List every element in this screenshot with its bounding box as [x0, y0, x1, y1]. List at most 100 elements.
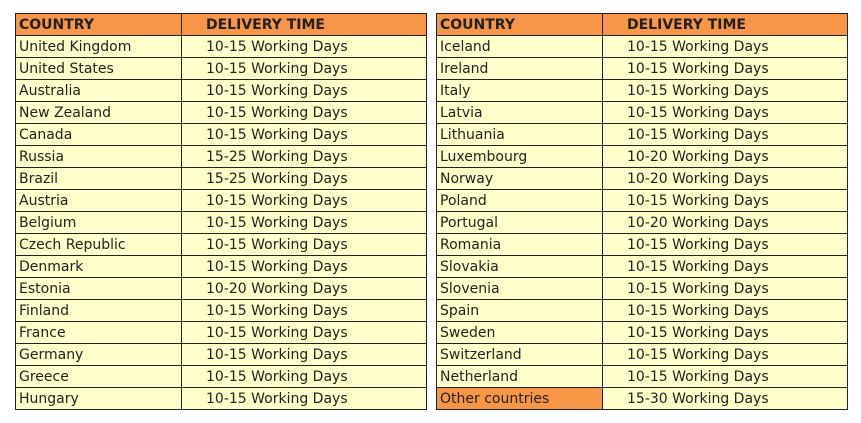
- country: Romania: [436, 233, 603, 256]
- row: Portugal 10-20 Working Days: [436, 211, 848, 234]
- country: Greece: [15, 365, 182, 388]
- row: Russia 15-25 Working Days: [15, 145, 427, 168]
- row: Czech Republic 10-15 Working Days: [15, 233, 427, 256]
- country: France: [15, 321, 182, 344]
- header-row: COUNTRY DELIVERY TIME: [436, 13, 848, 36]
- header-cell: COUNTRY: [436, 13, 603, 36]
- delivery-table: COUNTRY DELIVERY TIME Iceland 10-15 Working…: [436, 13, 848, 410]
- country: Lithuania: [436, 123, 603, 146]
- country: Finland: [15, 299, 182, 322]
- row: Other countries 15-30 Working Days: [436, 387, 848, 410]
- row: Luxembourg 10-20 Working Days: [436, 145, 848, 168]
- delivery-time: 10-15 Working Days: [602, 101, 848, 124]
- row: Greece 10-15 Working Days: [15, 365, 427, 388]
- country: New Zealand: [15, 101, 182, 124]
- country: Slovakia: [436, 255, 603, 278]
- delivery-time: 10-15 Working Days: [181, 365, 427, 388]
- row: Sweden 10-15 Working Days: [436, 321, 848, 344]
- row: Hungary 10-15 Working Days: [15, 387, 427, 410]
- row: Slovenia 10-15 Working Days: [436, 277, 848, 300]
- row: Iceland 10-15 Working Days: [436, 35, 848, 58]
- row: New Zealand 10-15 Working Days: [15, 101, 427, 124]
- country: Sweden: [436, 321, 603, 344]
- delivery-time: 10-15 Working Days: [181, 35, 427, 58]
- row: France 10-15 Working Days: [15, 321, 427, 344]
- country: Canada: [15, 123, 182, 146]
- country: Russia: [15, 145, 182, 168]
- row: Germany 10-15 Working Days: [15, 343, 427, 366]
- delivery-time: 10-15 Working Days: [602, 321, 848, 344]
- country: Portugal: [436, 211, 603, 234]
- country: Czech Republic: [15, 233, 182, 256]
- row: Canada 10-15 Working Days: [15, 123, 427, 146]
- delivery-time: 10-15 Working Days: [602, 189, 848, 212]
- row: Italy 10-15 Working Days: [436, 79, 848, 102]
- row: Denmark 10-15 Working Days: [15, 255, 427, 278]
- row: Slovakia 10-15 Working Days: [436, 255, 848, 278]
- delivery-time: 10-15 Working Days: [181, 79, 427, 102]
- row: Spain 10-15 Working Days: [436, 299, 848, 322]
- row: Australia 10-15 Working Days: [15, 79, 427, 102]
- delivery-time: 10-15 Working Days: [181, 57, 427, 80]
- row: United States 10-15 Working Days: [15, 57, 427, 80]
- delivery-time: 10-20 Working Days: [602, 167, 848, 190]
- delivery-time: 10-15 Working Days: [181, 211, 427, 234]
- row: Estonia 10-20 Working Days: [15, 277, 427, 300]
- delivery-time: 10-15 Working Days: [181, 299, 427, 322]
- country: United Kingdom: [15, 35, 182, 58]
- country: Spain: [436, 299, 603, 322]
- country: Other countries: [436, 387, 603, 410]
- row: United Kingdom 10-15 Working Days: [15, 35, 427, 58]
- delivery-time: 10-15 Working Days: [181, 387, 427, 410]
- country: Norway: [436, 167, 603, 190]
- country: Luxembourg: [436, 145, 603, 168]
- header-row: COUNTRY DELIVERY TIME: [15, 13, 427, 36]
- row: Ireland 10-15 Working Days: [436, 57, 848, 80]
- header-cell: COUNTRY: [15, 13, 182, 36]
- row: Latvia 10-15 Working Days: [436, 101, 848, 124]
- delivery-time: 15-25 Working Days: [181, 145, 427, 168]
- country: Denmark: [15, 255, 182, 278]
- country: Austria: [15, 189, 182, 212]
- country: Australia: [15, 79, 182, 102]
- country: Hungary: [15, 387, 182, 410]
- country: Switzerland: [436, 343, 603, 366]
- country: Germany: [15, 343, 182, 366]
- row: Austria 10-15 Working Days: [15, 189, 427, 212]
- country: United States: [15, 57, 182, 80]
- delivery-time: 10-15 Working Days: [602, 35, 848, 58]
- delivery-time: 10-15 Working Days: [602, 233, 848, 256]
- delivery-time: 10-15 Working Days: [602, 123, 848, 146]
- country: Ireland: [436, 57, 603, 80]
- delivery-time: 10-15 Working Days: [602, 277, 848, 300]
- delivery-time: 10-15 Working Days: [181, 321, 427, 344]
- row: Switzerland 10-15 Working Days: [436, 343, 848, 366]
- delivery-time: 10-20 Working Days: [602, 145, 848, 168]
- row: Finland 10-15 Working Days: [15, 299, 427, 322]
- delivery-time: 10-15 Working Days: [181, 233, 427, 256]
- header-cell: DELIVERY TIME: [181, 13, 427, 36]
- delivery-time: 10-15 Working Days: [602, 343, 848, 366]
- country: Slovenia: [436, 277, 603, 300]
- delivery-time: 10-15 Working Days: [602, 57, 848, 80]
- country: Brazil: [15, 167, 182, 190]
- country: Italy: [436, 79, 603, 102]
- country: Belgium: [15, 211, 182, 234]
- country: Poland: [436, 189, 603, 212]
- delivery-time: 10-15 Working Days: [602, 255, 848, 278]
- row: Netherland 10-15 Working Days: [436, 365, 848, 388]
- delivery-time: 10-15 Working Days: [181, 255, 427, 278]
- delivery-table: COUNTRY DELIVERY TIME United Kingdom 10-15 …: [15, 13, 427, 410]
- row: Belgium 10-15 Working Days: [15, 211, 427, 234]
- country: Netherland: [436, 365, 603, 388]
- delivery-time: 15-25 Working Days: [181, 167, 427, 190]
- delivery-time: 15-30 Working Days: [602, 387, 848, 410]
- delivery-time: 10-20 Working Days: [602, 211, 848, 234]
- delivery-time: 10-15 Working Days: [602, 299, 848, 322]
- delivery-time: 10-20 Working Days: [181, 277, 427, 300]
- delivery-time: 10-15 Working Days: [602, 365, 848, 388]
- row: Brazil 15-25 Working Days: [15, 167, 427, 190]
- country: Iceland: [436, 35, 603, 58]
- delivery-time: 10-15 Working Days: [181, 123, 427, 146]
